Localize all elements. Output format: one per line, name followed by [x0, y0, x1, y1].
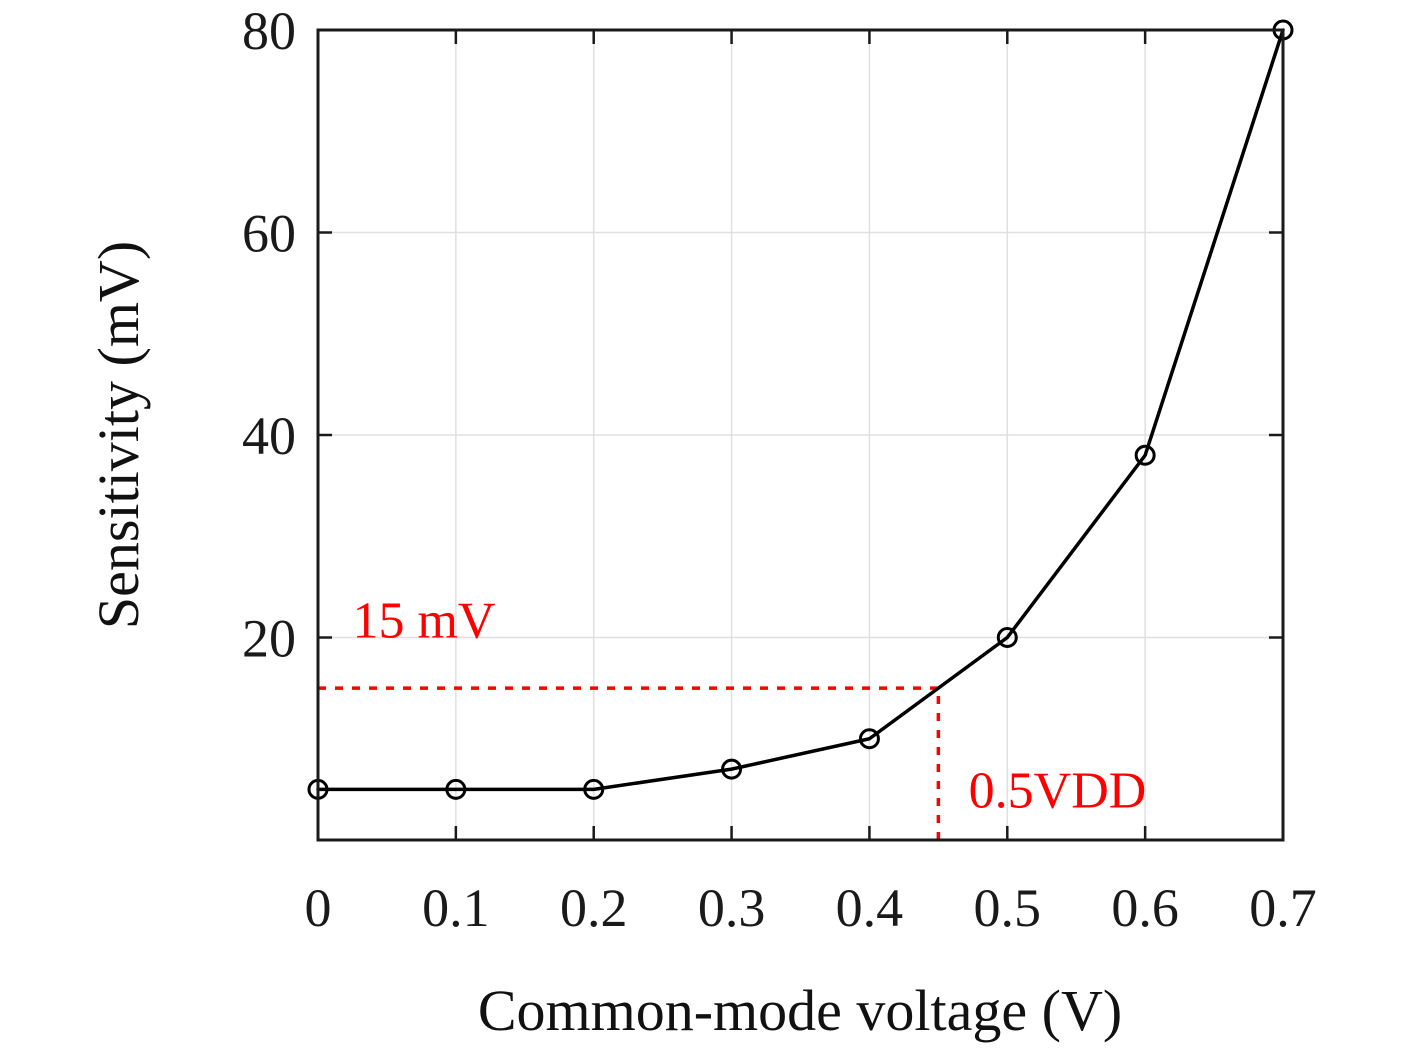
- data-point-marker: [1134, 444, 1156, 466]
- y-tick-label: 20: [242, 609, 296, 669]
- x-tick-label: 0.1: [422, 878, 490, 938]
- data-point-marker: [858, 728, 880, 750]
- x-tick-label: 0: [305, 878, 332, 938]
- y-tick-label: 80: [242, 1, 296, 61]
- data-point-marker: [583, 778, 605, 800]
- x-tick-label: 0.6: [1111, 878, 1179, 938]
- chart-plot-area: 15 mV 0.5VDD 0 0.1 0.2 0.3 0.4 0.5 0.6 0.7 20 40 60 8…: [242, 1, 1317, 938]
- y-axis-title: Sensitivity (mV): [86, 241, 151, 629]
- x-tick-label: 0.7: [1249, 878, 1317, 938]
- data-point-marker: [721, 758, 743, 780]
- data-point-marker: [445, 778, 467, 800]
- x-tick-label: 0.5: [974, 878, 1042, 938]
- data-point-marker: [996, 627, 1018, 648]
- annotation-label: 0.5VDD: [969, 763, 1147, 820]
- x-axis-title: Common-mode voltage (V): [478, 978, 1122, 1043]
- x-tick-label: 0.3: [698, 878, 766, 938]
- annotation-label: 15 mV: [352, 593, 495, 650]
- data-line: [316, 28, 1285, 792]
- y-tick-label: 60: [242, 204, 296, 264]
- x-tick-label: 0.4: [836, 878, 904, 938]
- x-tick-label: 0.2: [560, 878, 628, 938]
- y-tick-label: 40: [242, 406, 296, 466]
